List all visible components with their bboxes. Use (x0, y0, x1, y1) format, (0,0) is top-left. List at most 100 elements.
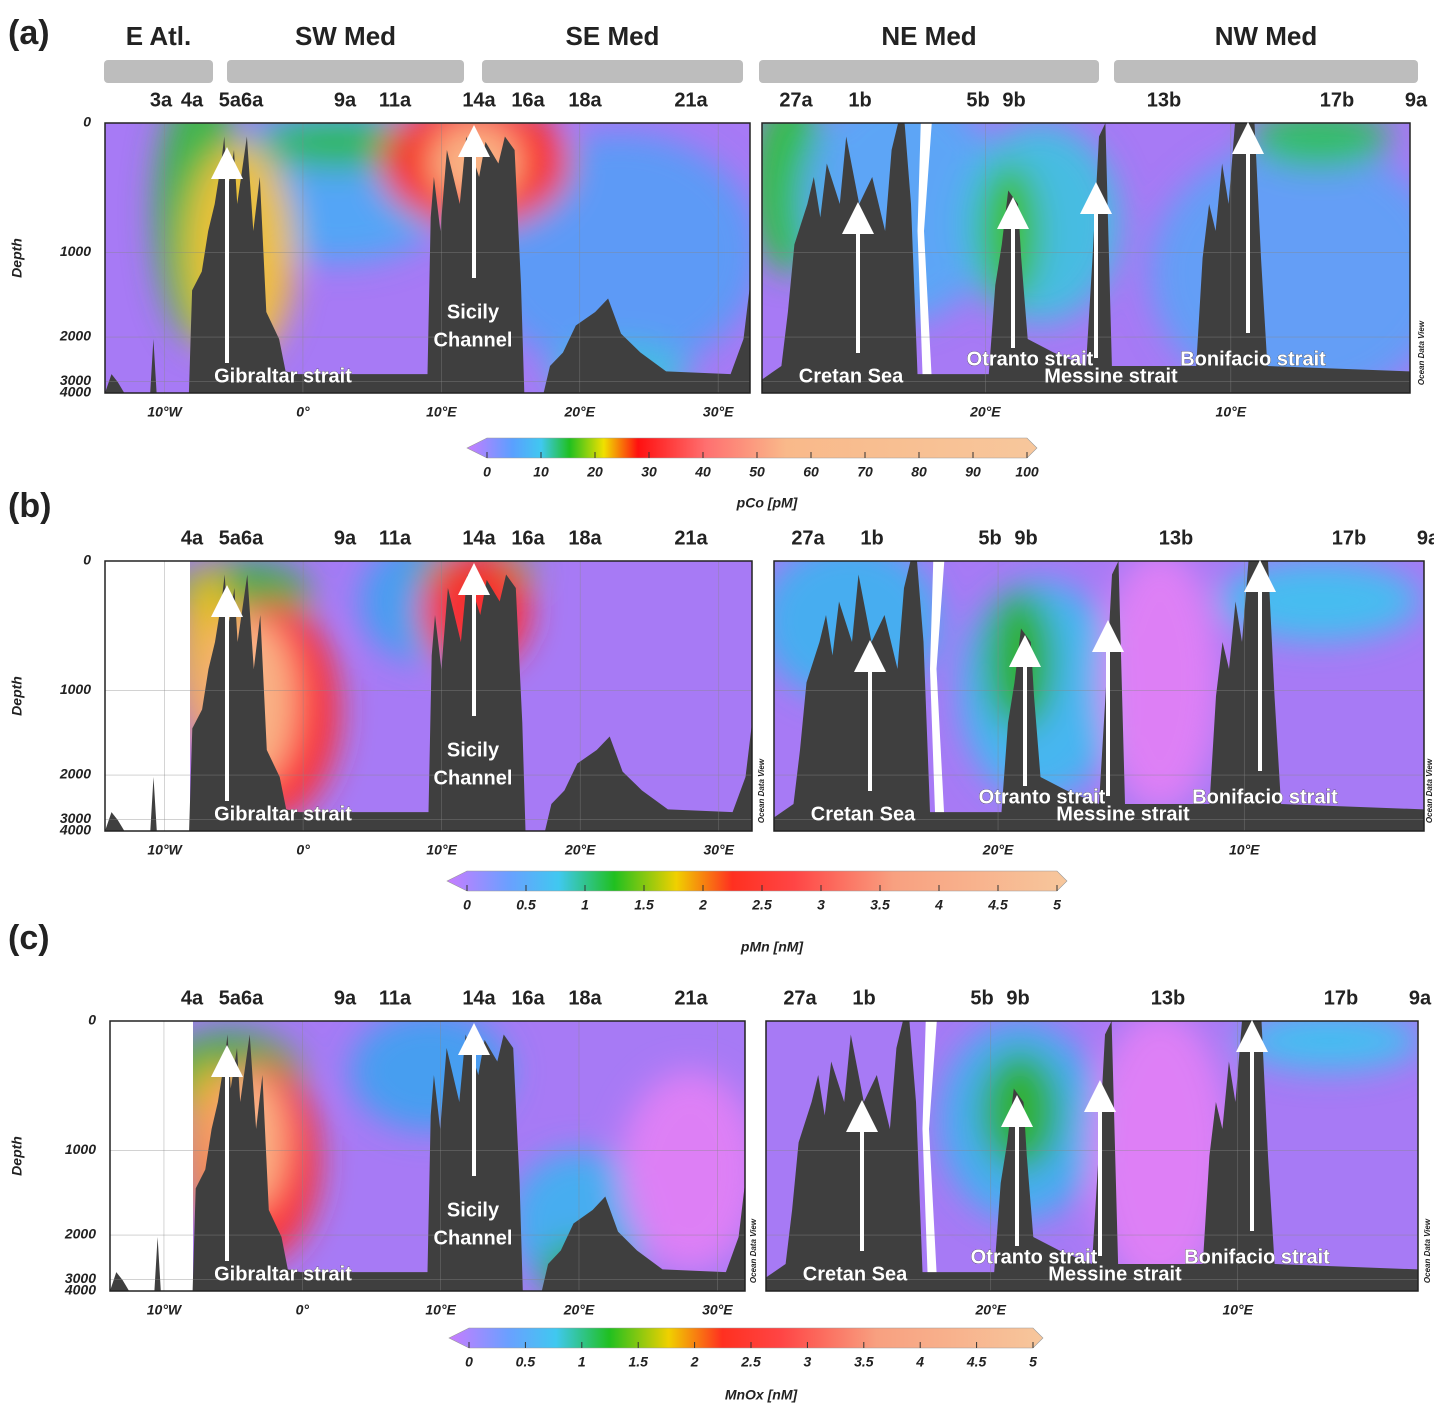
field (105, 561, 752, 831)
annotation: Sicily (447, 301, 500, 323)
region-label: SE Med (566, 21, 660, 51)
colorbar-tick-label: 60 (803, 464, 819, 480)
annotation: Cretan Sea (799, 365, 904, 387)
station-label: 21a (674, 987, 708, 1009)
region-bar (482, 60, 743, 83)
colorbar-tick-label: 80 (911, 464, 927, 480)
colorbar-tick-label: 100 (1015, 464, 1039, 480)
y-tick-label: 4000 (64, 1282, 96, 1298)
annotation: Gibraltar strait (214, 365, 352, 387)
no-data (110, 1021, 193, 1291)
station-label: 13b (1147, 89, 1181, 111)
section-right (765, 1020, 1419, 1292)
station-label: 5b (970, 987, 993, 1009)
colorbar-tick-label: 30 (641, 464, 657, 480)
section-frame (104, 122, 751, 394)
station-label: 16a (511, 987, 545, 1009)
station-label: 27a (779, 89, 813, 111)
no-data (917, 123, 932, 380)
x-tick-label: 20°E (563, 404, 595, 420)
y-tick-label: 1000 (60, 681, 91, 697)
colorbar-tick-label: 70 (857, 464, 873, 480)
x-tick-label: 10°E (1222, 1302, 1253, 1318)
station-label: 9a (334, 527, 357, 549)
panel-label: (a) (8, 14, 50, 52)
colorbar-tick-label: 3.5 (854, 1354, 874, 1370)
station-label: 5a6a (219, 89, 264, 111)
section-frame (761, 122, 1411, 394)
station-label: 5a6a (219, 987, 264, 1009)
station-label: 4a (181, 527, 204, 549)
colorbar-tick-label: 0 (465, 1354, 473, 1370)
region-bar (227, 60, 464, 83)
station-label: 9b (1014, 527, 1037, 549)
colorbar-tick-label: 40 (694, 464, 711, 480)
y-tick-label: 1000 (60, 243, 91, 259)
y-tick-label: 3000 (65, 1270, 96, 1286)
bathymetry (766, 1021, 1418, 1291)
station-label: 5a6a (219, 527, 264, 549)
annotation: Channel (434, 329, 513, 351)
section-left (104, 560, 753, 832)
section-left (109, 1020, 746, 1292)
annotation: Cretan Sea (803, 1263, 908, 1285)
station-label: 1b (860, 527, 883, 549)
station-label: 3a (150, 89, 173, 111)
colorbar-tick-label: 50 (749, 464, 765, 480)
x-tick-label: 20°E (982, 842, 1014, 858)
x-tick-label: 10°W (147, 842, 183, 858)
station-label: 9a (1409, 987, 1432, 1009)
x-tick-label: 10°E (426, 404, 457, 420)
station-label: 4a (181, 89, 204, 111)
annotation: Otranto strait (971, 1246, 1098, 1268)
no-data (922, 1021, 937, 1278)
field (105, 123, 750, 393)
colorbar-label: pCo [pM] (736, 495, 799, 511)
colorbar-tick-label: 1.5 (628, 1354, 648, 1370)
station-label: 5b (978, 527, 1001, 549)
watermark: Ocean Data View (1417, 320, 1426, 385)
y-tick-label: 4000 (59, 822, 91, 838)
annotation: Channel (434, 1227, 513, 1249)
station-label: 9a (334, 89, 357, 111)
x-tick-label: 10°W (147, 404, 183, 420)
region-label: NE Med (881, 21, 976, 51)
annotation: Messine strait (1048, 1263, 1182, 1285)
y-tick-label: 3000 (60, 372, 91, 388)
no-data (930, 561, 945, 818)
station-label: 18a (568, 987, 602, 1009)
colorbar-tick-label: 4.5 (966, 1354, 987, 1370)
watermark: Ocean Data View (1425, 758, 1434, 823)
station-label: 9b (1006, 987, 1029, 1009)
station-label: 21a (674, 527, 708, 549)
station-label: 11a (379, 89, 412, 111)
annotation: Sicily (447, 739, 500, 761)
watermark: Ocean Data View (757, 758, 766, 823)
annotation: Bonifacio strait (1192, 786, 1338, 808)
station-label: 14a (462, 987, 496, 1009)
annotation: Messine strait (1044, 365, 1178, 387)
colorbar-tick-label: 20 (586, 464, 603, 480)
y-tick-label: 4000 (59, 384, 91, 400)
station-label: 11a (379, 527, 412, 549)
x-tick-label: 30°E (703, 842, 734, 858)
bathymetry (105, 574, 752, 831)
station-label: 4a (181, 987, 204, 1009)
region-label: SW Med (295, 21, 396, 51)
y-tick-label: 1000 (65, 1141, 96, 1157)
field-blob (620, 1071, 745, 1271)
y-axis-label: Depth (9, 676, 25, 716)
y-axis-label: Depth (9, 238, 25, 278)
field-blob (1250, 123, 1390, 168)
station-label: 17b (1320, 89, 1354, 111)
annotation: Cretan Sea (811, 803, 916, 825)
colorbar-tick-label: 4.5 (987, 897, 1008, 913)
x-tick-label: 10°E (1229, 842, 1260, 858)
x-tick-label: 10°E (426, 842, 457, 858)
annotation: Messine strait (1056, 803, 1190, 825)
x-tick-label: 10°E (425, 1302, 456, 1318)
colorbar (466, 437, 1038, 459)
colorbar-tick-label: 2 (698, 897, 707, 913)
x-tick-label: 30°E (702, 1302, 733, 1318)
